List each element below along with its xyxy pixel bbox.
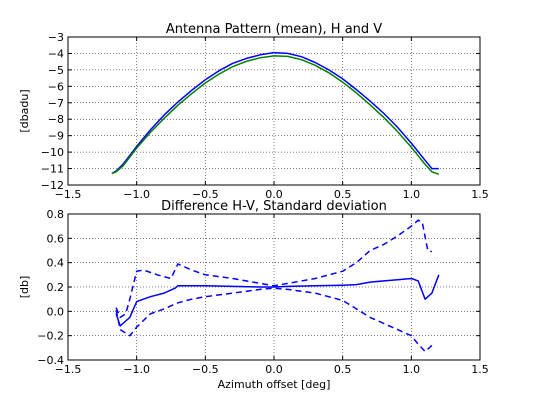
axis-ticks: −1.5 −1.0 −0.5 0.0 0.5 1.0 1.5 0.8 0.6 0.4 0.2 0.0 −… [37,208,488,376]
x-tick-label: 0.0 [265,188,283,201]
x-axis-label: Azimuth offset [deg] [218,378,331,391]
x-tick-label: −0.5 [192,363,219,376]
y-tick-label: −10 [41,146,64,159]
y-tick-label: −11 [41,163,64,176]
y-tick-label: −9 [48,130,64,143]
x-tick-label: −1.5 [55,188,82,201]
y-tick-label: 0.8 [47,208,65,221]
y-tick-label: 0.6 [47,232,65,245]
y-tick-label: −6 [48,80,64,93]
x-tick-label: 0.5 [334,188,352,201]
axis-ticks: −1.5 −1.0 −0.5 0.0 0.5 1.0 1.5 −3 −4 −5 −6 −7 −8 −9 −1… [41,31,489,201]
y-tick-label: 0.0 [47,305,65,318]
bottom-chart-difference: Difference H-V, Standard deviation [db] … [18,199,489,391]
x-tick-label: 0.0 [265,363,283,376]
y-axis-label: [db] [18,276,31,299]
y-tick-label: −12 [41,179,64,192]
y-axis-label: [dbadu] [18,89,31,132]
x-tick-label: −0.5 [192,188,219,201]
series-line-1 [115,219,433,319]
x-tick-label: −1.0 [123,188,150,201]
y-tick-label: 0.2 [47,281,65,294]
x-tick-label: −1.5 [55,363,82,376]
x-tick-label: 1.0 [403,363,421,376]
y-tick-label: −3 [48,31,64,44]
series-line-2 [115,287,433,353]
y-tick-label: 0.4 [47,257,65,270]
series-line-0 [111,51,439,175]
series-line-0 [115,274,440,327]
top-chart-pattern: Antenna Pattern (mean), H and V [dbadu] … [18,22,489,201]
x-tick-label: −1.0 [123,363,150,376]
y-tick-label: −0.2 [37,330,64,343]
chart-title: Difference H-V, Standard deviation [161,199,387,214]
y-tick-label: −8 [48,113,64,126]
chart-title: Antenna Pattern (mean), H and V [166,22,382,37]
series-lines [111,51,440,176]
series-line-1 [111,55,440,176]
y-tick-label: −7 [48,97,64,110]
y-tick-label: −4 [48,47,64,60]
series-lines [115,219,440,353]
y-tick-label: −0.4 [37,354,64,367]
x-tick-label: 1.5 [471,188,489,201]
x-tick-label: 0.5 [334,363,352,376]
y-tick-label: −5 [48,64,64,77]
x-tick-label: 1.0 [403,188,421,201]
x-tick-label: 1.5 [471,363,489,376]
